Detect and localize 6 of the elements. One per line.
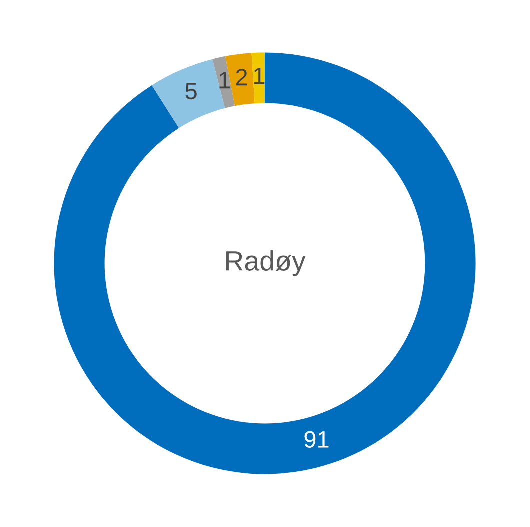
data-label: 91 xyxy=(304,431,329,448)
data-label: 5 xyxy=(186,83,197,100)
data-label: 2 xyxy=(236,69,248,86)
text: Radøy xyxy=(226,250,306,276)
data-label: 1 xyxy=(220,72,230,89)
data-label: 1 xyxy=(254,68,265,84)
